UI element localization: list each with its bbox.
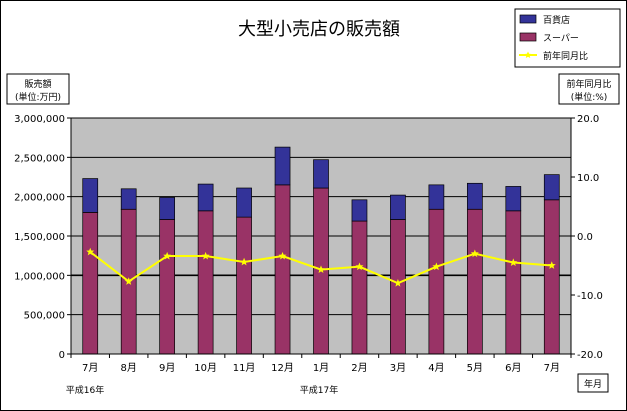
x-tick-label: 10月 bbox=[194, 362, 217, 374]
right-axis-label-box bbox=[558, 73, 620, 105]
legend-marker-yoy bbox=[524, 51, 532, 58]
legend-swatch-department-store bbox=[519, 14, 537, 24]
x-tick-label: 9月 bbox=[159, 362, 175, 374]
y-right-tick-label: 10.0 bbox=[577, 173, 599, 184]
y-right-tick-label: 20.0 bbox=[577, 114, 599, 125]
chart-title: 大型小売店の販売額 bbox=[238, 19, 400, 40]
bar-segment bbox=[428, 184, 445, 210]
x-tick-label: 11月 bbox=[233, 362, 256, 374]
y-right-tick-label: 0.0 bbox=[577, 232, 593, 243]
x-tick-label: 3月 bbox=[390, 362, 406, 374]
x-tick-label: 1月 bbox=[313, 362, 329, 374]
left-axis-label: 販売額 (単位:万円) bbox=[6, 73, 70, 105]
x-axis-label-box bbox=[577, 373, 609, 393]
bar-segment bbox=[428, 208, 445, 355]
y-left-tick-label: 1,500,000 bbox=[14, 232, 65, 243]
legend-label-yoy: 前年同月比 bbox=[543, 50, 588, 62]
bar-segment bbox=[543, 199, 560, 355]
right-axis-label-line2: (単位:%) bbox=[571, 91, 608, 103]
legend-label-department-store: 百貨店 bbox=[543, 14, 570, 26]
bar-segment bbox=[197, 183, 214, 212]
bar-segment bbox=[120, 188, 137, 210]
bar-segment bbox=[505, 186, 522, 212]
bar-segment bbox=[159, 219, 176, 355]
bar-segment bbox=[313, 159, 329, 189]
x-tick-label: 12月 bbox=[271, 362, 294, 374]
line-point bbox=[509, 258, 518, 266]
x-tick-label: 7月 bbox=[544, 362, 560, 374]
line-point bbox=[470, 249, 479, 258]
left-axis-label-line1: 販売額 bbox=[24, 78, 51, 90]
year-label-h16: 平成16年 bbox=[66, 384, 104, 396]
line-point bbox=[317, 265, 325, 274]
bar-segment bbox=[236, 187, 252, 218]
bar-segment bbox=[351, 199, 368, 222]
line-point bbox=[432, 262, 441, 271]
x-tick-label: 6月 bbox=[505, 362, 521, 374]
x-tick-label: 7月 bbox=[82, 362, 98, 374]
legend-label-supermarket: スーパー bbox=[543, 33, 579, 44]
y-left-tick-label: 3,000,000 bbox=[14, 114, 65, 125]
bar-segment bbox=[466, 208, 483, 355]
line-point bbox=[240, 257, 249, 266]
legend: 百貨店 スーパー 前年同月比 bbox=[514, 8, 621, 68]
y-left-tick-label: 1,000,000 bbox=[14, 271, 65, 282]
left-axis-label-line2: (単位:万円) bbox=[15, 91, 61, 103]
bar-segment bbox=[543, 174, 560, 201]
line-point bbox=[278, 251, 287, 260]
line-point bbox=[547, 261, 556, 269]
x-tick-label: 2月 bbox=[351, 362, 367, 374]
y-left-tick-label: 500,000 bbox=[24, 311, 65, 322]
x-axis-label: 年月 bbox=[584, 378, 602, 390]
bar-segment bbox=[466, 182, 483, 210]
bar-segment bbox=[197, 210, 214, 355]
line-point bbox=[124, 277, 133, 285]
bar-segment bbox=[159, 197, 176, 220]
bar-segment bbox=[274, 184, 291, 355]
y-left-tick-label: 2,500,000 bbox=[14, 153, 65, 164]
y-left-tick-label: 2,000,000 bbox=[14, 193, 65, 204]
bar-segment bbox=[82, 212, 99, 355]
x-axis-label: 年月 bbox=[577, 373, 609, 393]
y-left-tick-label: 0 bbox=[59, 350, 65, 361]
line-point bbox=[393, 279, 402, 287]
bar-segment bbox=[351, 220, 368, 355]
right-axis-label-line1: 前年同月比 bbox=[566, 78, 611, 90]
bar-segment bbox=[236, 216, 252, 355]
legend-swatch-supermarket bbox=[519, 32, 537, 42]
right-axis-label: 前年同月比 (単位:%) bbox=[558, 73, 620, 105]
bar-segment bbox=[390, 194, 406, 220]
y-right-tick-label: -10.0 bbox=[577, 291, 603, 302]
x-tick-label: 5月 bbox=[467, 362, 483, 374]
bar-segment bbox=[274, 146, 291, 186]
bar-segment bbox=[82, 178, 99, 213]
x-tick-label: 4月 bbox=[428, 362, 444, 374]
line-point bbox=[86, 247, 95, 256]
left-axis-label-box bbox=[6, 73, 70, 105]
x-tick-label: 8月 bbox=[121, 362, 137, 374]
bar-segment bbox=[505, 210, 522, 355]
line-point bbox=[355, 262, 364, 271]
y-right-tick-label: -20.0 bbox=[577, 350, 603, 361]
year-label-h17: 平成17年 bbox=[300, 384, 338, 396]
line-point bbox=[201, 251, 210, 260]
line-point bbox=[163, 251, 172, 260]
bar-segment bbox=[390, 219, 406, 355]
plot-area: 0 500,000 1,000,000 1,500,000 2,000,000 2,500… bbox=[14, 114, 603, 374]
